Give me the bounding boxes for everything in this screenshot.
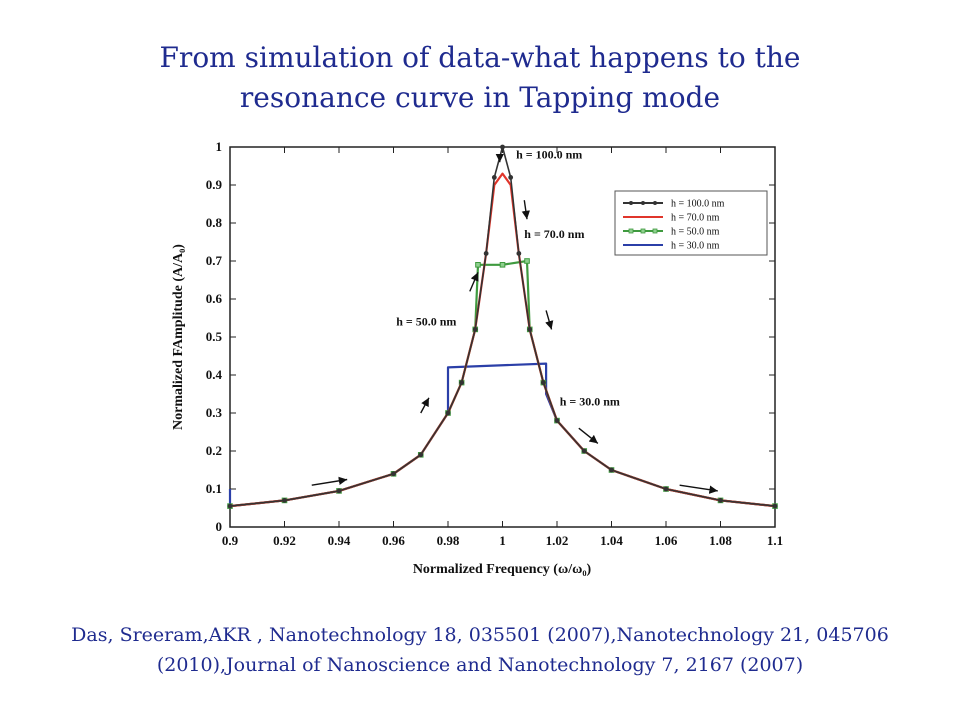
y-tick-label: 0.9 — [206, 177, 223, 192]
legend: h = 100.0 nm h = 70.0 nm h = 50.0 nm h = 30… — [614, 190, 768, 256]
y-axis-label: Normalized FAmplitude (A/A₀) — [171, 244, 186, 430]
series-point — [336, 488, 342, 494]
series-point — [500, 144, 505, 150]
y-tick-label: 0.5 — [206, 329, 223, 344]
x-tick-label: 1.08 — [709, 533, 732, 548]
x-tick-label: 0.98 — [437, 533, 460, 548]
direction-arrow — [311, 476, 348, 486]
series-point — [418, 452, 424, 458]
x-axis-label: Normalized Frequency (ω/ω₀) — [413, 562, 592, 577]
series-point — [718, 498, 723, 503]
legend-marker — [653, 201, 657, 205]
series-point — [282, 498, 287, 503]
series-point — [516, 251, 522, 256]
series-point — [227, 503, 233, 509]
legend-marker — [652, 228, 658, 234]
annotation-label: h = 30.0 nm — [560, 394, 620, 408]
legend-label: h = 30.0 nm — [671, 241, 720, 252]
annotation-label: h = 100.0 nm — [516, 147, 582, 161]
legend-label: h = 50.0 nm — [671, 227, 720, 238]
legend-marker — [640, 228, 646, 234]
annotation-label: h = 70.0 nm — [524, 227, 584, 241]
legend-label: h = 100.0 nm — [671, 199, 725, 210]
x-tick-label: 1.06 — [655, 533, 678, 548]
y-tick-label: 0.7 — [206, 253, 223, 268]
series-point — [472, 327, 478, 332]
series-point — [391, 471, 396, 477]
series-point — [499, 262, 506, 268]
annotation-layer: h = 100.0 nm h = 70.0 nm h = 50.0 nm h = 30… — [396, 147, 620, 408]
series-point — [527, 327, 533, 332]
y-tick-label: 0.4 — [206, 367, 223, 382]
y-tick-label: 0.8 — [206, 215, 223, 230]
x-tick-label: 0.92 — [273, 533, 296, 548]
direction-arrow — [521, 200, 530, 220]
series-point — [475, 262, 481, 268]
series-point — [554, 418, 560, 423]
resonance-chart: 0.9 0.92 0.94 0.96 0.98 1 1.02 1.04 1.06 1.08 1.1 0… — [171, 139, 783, 577]
annotation-label: h = 50.0 nm — [396, 315, 456, 329]
legend-marker — [641, 201, 645, 205]
legend-marker — [629, 201, 633, 205]
y-tick-label: 0 — [216, 519, 223, 534]
direction-arrow — [420, 397, 430, 414]
slide-title: From simulation of data-what happens to … — [60, 38, 900, 118]
series-point — [540, 380, 546, 385]
y-tick-label: 0.3 — [206, 405, 223, 420]
series-point — [663, 486, 669, 492]
series-point — [483, 251, 489, 256]
x-tick-label: 1 — [499, 533, 506, 548]
series-point — [609, 467, 614, 473]
series-point — [524, 258, 530, 264]
legend-marker — [628, 228, 634, 234]
slide-title-line-2: resonance curve in Tapping mode — [239, 81, 721, 114]
axis-ticks: 0.9 0.92 0.94 0.96 0.98 1 1.02 1.04 1.06 1.08 1.1 0… — [206, 139, 783, 548]
series-point — [508, 175, 514, 180]
series-point — [581, 448, 587, 454]
series-point — [491, 175, 497, 180]
x-tick-label: 0.9 — [222, 533, 239, 548]
series-point — [445, 410, 451, 416]
direction-arrow — [469, 272, 479, 292]
slide-title-line-1: From simulation of data-what happens to … — [159, 41, 801, 74]
y-tick-label: 1 — [216, 139, 223, 154]
direction-arrow — [679, 484, 718, 494]
direction-arrow — [545, 310, 554, 330]
citation: Das, Sreeram,AKR , Nanotechnology 18, 03… — [71, 624, 889, 676]
y-tick-label: 0.6 — [206, 291, 223, 306]
series-point — [459, 380, 465, 385]
x-tick-label: 1.1 — [767, 533, 783, 548]
arrow-layer — [311, 153, 718, 494]
x-tick-label: 1.02 — [546, 533, 569, 548]
legend-label: h = 70.0 nm — [671, 213, 720, 224]
y-tick-label: 0.1 — [206, 481, 222, 496]
direction-arrow — [578, 427, 599, 444]
x-tick-label: 1.04 — [600, 533, 623, 548]
series-point — [772, 503, 778, 509]
x-tick-label: 0.96 — [382, 533, 405, 548]
x-tick-label: 0.94 — [328, 533, 351, 548]
series-layer — [227, 144, 778, 509]
y-tick-label: 0.2 — [206, 443, 222, 458]
